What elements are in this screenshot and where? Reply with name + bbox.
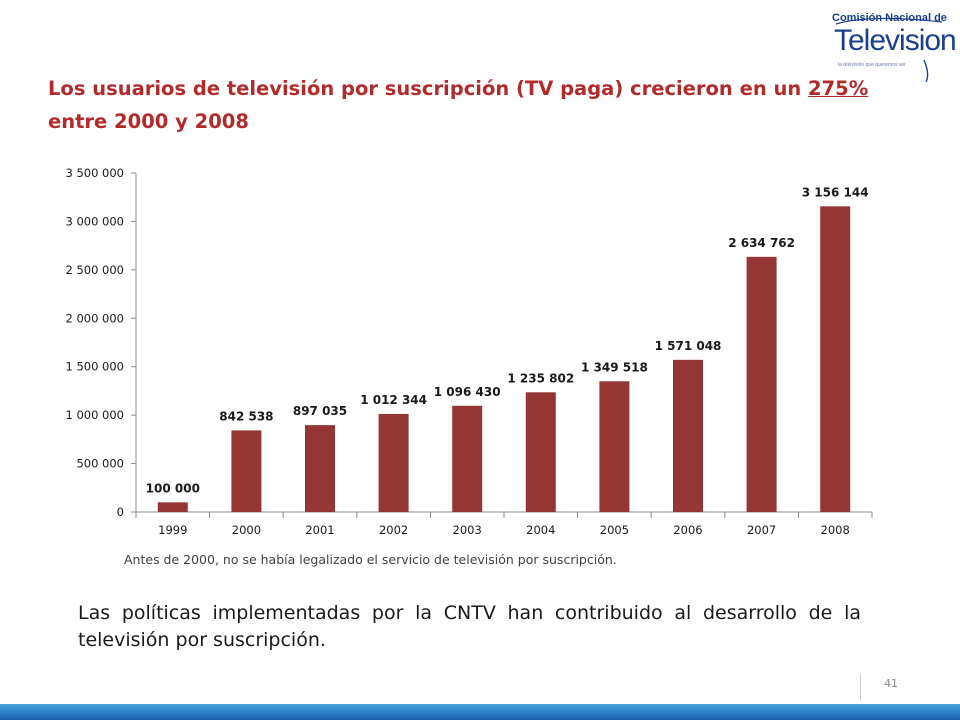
x-tick-label: 1999: [158, 523, 187, 537]
x-tick-label: 2006: [673, 523, 702, 537]
data-label: 1 096 430: [434, 385, 501, 399]
data-label: 1 235 802: [507, 371, 574, 385]
x-tick-label: 2003: [453, 523, 482, 537]
data-label: 100 000: [146, 481, 200, 495]
bar: [378, 413, 409, 512]
title-after: entre 2000 y 2008: [48, 110, 249, 133]
logo-arc-icon: [835, 17, 943, 82]
logo-top-text: Comisión Nacional de: [832, 12, 947, 24]
bar: [673, 359, 703, 512]
title-highlight: 275%: [808, 77, 869, 100]
bar: [599, 381, 630, 512]
data-label: 3 156 144: [802, 185, 869, 199]
x-tick-label: 2004: [526, 523, 555, 537]
data-label: 1 349 518: [581, 360, 648, 374]
body-text: Las políticas implementadas por la CNTV …: [78, 602, 861, 651]
data-label: 1 571 048: [655, 339, 722, 353]
y-tick-label: 3 500 000: [65, 166, 124, 180]
title-before: Los usuarios de televisión por suscripci…: [48, 77, 809, 100]
data-label: 897 035: [293, 404, 347, 418]
bar: [525, 392, 556, 512]
bar: [820, 206, 851, 512]
bar: [305, 425, 335, 512]
bar: [452, 405, 483, 512]
x-tick-label: 2000: [232, 523, 261, 537]
y-tick-label: 1 000 000: [65, 408, 124, 422]
data-label: 2 634 762: [728, 236, 795, 250]
page-number: 41: [884, 677, 898, 690]
bar: [231, 430, 262, 512]
footer-bar: [0, 704, 960, 720]
logo-main-text: Television: [834, 24, 957, 57]
y-tick-label: 500 000: [76, 457, 124, 471]
data-label: 1 012 344: [360, 393, 427, 407]
x-tick-label: 2008: [821, 523, 850, 537]
logo-tagline: la televisión que queremos ver: [838, 62, 906, 68]
x-tick-label: 2005: [600, 523, 629, 537]
x-tick-label: 2001: [305, 523, 334, 537]
x-tick-label: 2002: [379, 523, 408, 537]
y-tick-label: 2 000 000: [65, 311, 124, 325]
slide-title: Los usuarios de televisión por suscripci…: [48, 72, 888, 138]
footer-divider: [860, 674, 861, 700]
cntv-logo: Comisión Nacional de Television la telev…: [830, 12, 957, 82]
y-tick-label: 2 500 000: [65, 263, 124, 277]
y-tick-label: 0: [117, 505, 124, 519]
y-tick-label: 1 500 000: [65, 360, 124, 374]
y-tick-label: 3 000 000: [65, 214, 124, 228]
bar: [746, 256, 777, 512]
bar: [157, 502, 188, 512]
x-tick-label: 2007: [747, 523, 776, 537]
chart-footnote: Antes de 2000, no se había legalizado el…: [124, 552, 617, 567]
data-label: 842 538: [219, 409, 273, 423]
